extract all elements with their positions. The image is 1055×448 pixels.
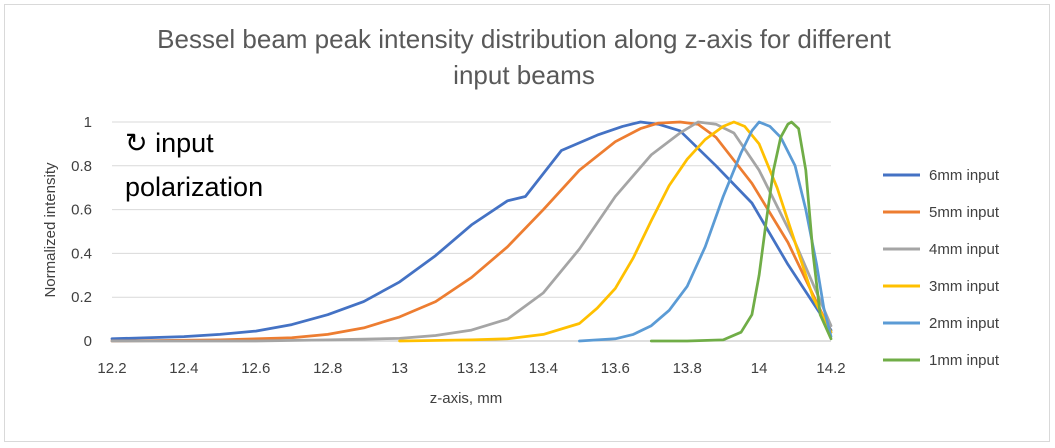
legend-label: 3mm input	[929, 278, 1000, 295]
chart-title-line-2: input beams	[453, 60, 595, 90]
series-line-5mm-input	[110, 120, 833, 343]
chart-frame	[4, 4, 1050, 442]
x-tick-label: 13.2	[457, 360, 486, 377]
legend: 6mm input 5mm input 4mm input 3mm input 2mm …	[883, 167, 1000, 369]
x-tick-labels: 12.2 12.4 12.6 12.8 13 13.2 13.4 13.6 13.8 14 14.2	[97, 360, 845, 377]
x-tick-label: 13.8	[673, 360, 702, 377]
gridlines	[112, 121, 831, 342]
polarization-annotation-line-2: polarization	[125, 172, 263, 202]
y-tick-label: 0	[84, 333, 92, 350]
series-line-1mm-input	[649, 120, 833, 343]
x-tick-label: 14	[751, 360, 768, 377]
x-tick-label: 13.4	[529, 360, 558, 377]
y-tick-labels: 0 0.2 0.4 0.6 0.8 1	[71, 114, 92, 350]
polarization-annotation-line-1: ↻ input	[125, 128, 214, 158]
y-tick-label: 0.2	[71, 289, 92, 306]
legend-label: 5mm input	[929, 204, 1000, 221]
x-tick-label: 12.2	[97, 360, 126, 377]
legend-label: 2mm input	[929, 315, 1000, 332]
series-line-2mm-input	[578, 120, 833, 343]
x-tick-label: 12.4	[169, 360, 198, 377]
series-lines	[110, 120, 833, 343]
y-tick-label: 0.8	[71, 158, 92, 175]
legend-label: 6mm input	[929, 167, 1000, 184]
x-tick-label: 12.6	[241, 360, 270, 377]
series-line-3mm-input	[398, 120, 833, 343]
y-axis-label: Normalized intensity	[42, 162, 59, 298]
series-line-6mm-input	[110, 120, 833, 341]
series-line-4mm-input	[110, 120, 833, 343]
x-tick-label: 14.2	[816, 360, 845, 377]
x-tick-label: 13	[391, 360, 408, 377]
y-tick-label: 1	[84, 114, 92, 131]
y-tick-label: 0.4	[71, 245, 92, 262]
x-tick-label: 13.6	[601, 360, 630, 377]
x-axis-label: z-axis, mm	[430, 390, 503, 407]
chart-title-line-1: Bessel beam peak intensity distribution …	[157, 24, 891, 54]
legend-label: 4mm input	[929, 241, 1000, 258]
y-tick-label: 0.6	[71, 202, 92, 219]
x-tick-label: 12.8	[313, 360, 342, 377]
legend-label: 1mm input	[929, 352, 1000, 369]
